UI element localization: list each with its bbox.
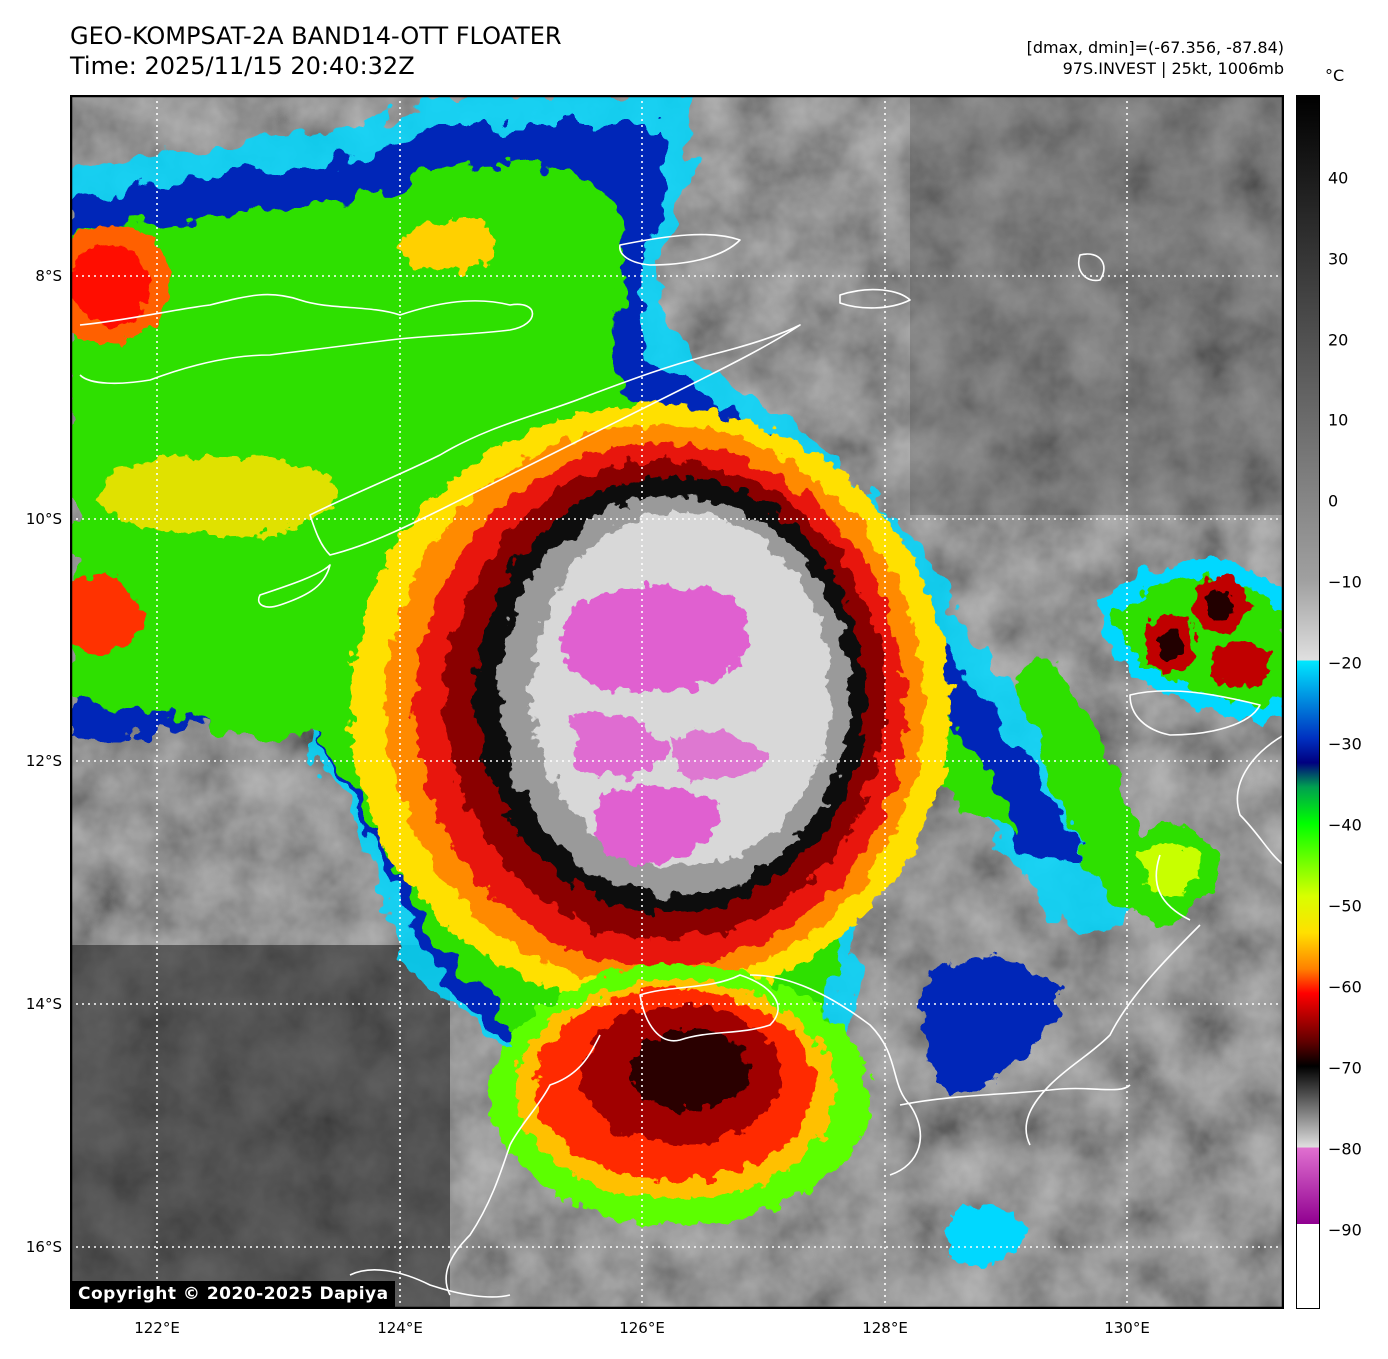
x-tick-label: 130°E <box>1104 1319 1150 1337</box>
colorbar-tick: 30 <box>1328 249 1349 269</box>
y-tick-label: 16°S <box>25 1238 62 1256</box>
colorbar-tick: −90 <box>1328 1220 1362 1240</box>
colorbar-tick: −70 <box>1328 1058 1362 1078</box>
y-tick-label: 14°S <box>25 995 62 1013</box>
colorbar-tick: −50 <box>1328 896 1362 916</box>
x-tick-label: 124°E <box>377 1319 423 1337</box>
colorbar-tick: −30 <box>1328 734 1362 754</box>
satellite-ir-map <box>70 95 1284 1309</box>
colorbar-tick: 20 <box>1328 330 1349 350</box>
y-tick-label: 8°S <box>35 267 62 285</box>
colorbar-tick: −40 <box>1328 815 1362 835</box>
colorbar-unit: °C <box>1325 66 1345 85</box>
colorbar-tick: 0 <box>1328 491 1339 511</box>
colorbar-tick: −60 <box>1328 977 1362 997</box>
copyright-label: Copyright © 2020-2025 Dapiya <box>72 1281 395 1307</box>
colorbar-tick: −10 <box>1328 572 1362 592</box>
y-tick-label: 12°S <box>25 752 62 770</box>
brightness-temp-range: [dmax, dmin]=(-67.356, -87.84) <box>1026 38 1284 57</box>
temperature-colorbar <box>1296 95 1320 1309</box>
image-title: GEO-KOMPSAT-2A BAND14-OTT FLOATER <box>70 22 562 50</box>
colorbar-tick: −20 <box>1328 653 1362 673</box>
colorbar-tick: 40 <box>1328 168 1349 188</box>
colorbar-tick: −80 <box>1328 1139 1362 1159</box>
colorbar-tick: 10 <box>1328 410 1349 430</box>
x-tick-label: 126°E <box>619 1319 665 1337</box>
x-tick-label: 122°E <box>134 1319 180 1337</box>
x-tick-label: 128°E <box>862 1319 908 1337</box>
y-tick-label: 10°S <box>25 510 62 528</box>
storm-info: 97S.INVEST | 25kt, 1006mb <box>1062 59 1284 78</box>
image-timestamp: Time: 2025/11/15 20:40:32Z <box>70 52 415 80</box>
